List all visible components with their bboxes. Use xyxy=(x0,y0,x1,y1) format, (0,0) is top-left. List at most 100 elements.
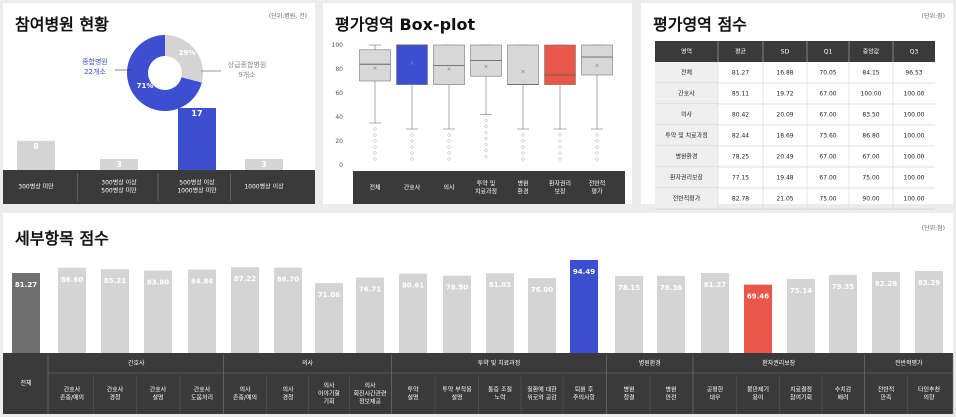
bar xyxy=(615,276,643,353)
category-label: 의사 xyxy=(282,386,294,394)
outlier-point xyxy=(521,133,525,137)
y-tick-label: 100 xyxy=(332,42,344,49)
bar-value-label: 79.35 xyxy=(832,283,854,291)
outlier-point xyxy=(484,119,488,123)
table-cell: 73.60 xyxy=(819,133,836,140)
category-label: 불만제기 xyxy=(747,386,769,394)
table-cell: 84.15 xyxy=(862,70,879,77)
category-label: 간호사 xyxy=(64,386,81,394)
table-cell: 75.00 xyxy=(862,175,879,182)
outlier-point xyxy=(447,133,451,137)
bar-value-label: 83.29 xyxy=(918,279,940,287)
category-label: 설명 xyxy=(407,394,418,402)
table-cell: 100.00 xyxy=(904,196,925,203)
outlier-point xyxy=(595,133,599,137)
bar xyxy=(188,269,216,353)
outlier-point xyxy=(447,157,451,161)
score-table-title: 평가영역 점수 xyxy=(653,15,747,34)
table-cell: 75.00 xyxy=(819,196,836,203)
outlier-point xyxy=(521,139,525,143)
category-label: 위로와 공감 xyxy=(527,394,557,402)
bar-value-label: 78.15 xyxy=(618,284,640,292)
table-row-label: 전반적평가 xyxy=(673,195,701,203)
table-cell: 19.48 xyxy=(776,175,793,182)
category-label: 설명 xyxy=(451,394,462,402)
table-cell: 78.25 xyxy=(732,154,749,161)
bar xyxy=(701,273,729,353)
bar-value-label: 81.27 xyxy=(704,281,726,289)
category-label: 전반적 xyxy=(878,386,895,394)
category-label: 대우 xyxy=(709,394,721,402)
table-cell: 85.11 xyxy=(732,91,749,98)
category-label: 평가 xyxy=(591,188,603,196)
outlier-point xyxy=(521,157,525,161)
table-cell: 67.00 xyxy=(819,91,836,98)
outlier-point xyxy=(373,139,377,143)
detail-unit: (단위:점) xyxy=(921,225,945,232)
category-label: 투약 및 xyxy=(477,180,496,188)
table-cell: 83.50 xyxy=(862,112,879,119)
bar-value-label: 3 xyxy=(261,160,267,169)
table-cell: 90.00 xyxy=(862,196,879,203)
category-label: 전반적 xyxy=(589,180,606,188)
category-label: 안전 xyxy=(665,394,676,402)
table-cell: 67.00 xyxy=(819,154,836,161)
bar-value-label: 85.21 xyxy=(104,277,126,285)
table-header-bg xyxy=(655,41,935,62)
category-label: 기회 xyxy=(323,398,334,406)
table-row-label-bg xyxy=(655,104,718,125)
table-cell: 67.00 xyxy=(862,154,879,161)
bar-value-label: 86.60 xyxy=(61,276,83,284)
table-cell: 81.27 xyxy=(732,70,749,77)
bar-value-label: 17 xyxy=(191,109,202,118)
bar-value-label: 87.22 xyxy=(234,275,256,283)
outlier-point xyxy=(595,157,599,161)
bar xyxy=(744,284,772,353)
y-tick-label: 0 xyxy=(339,162,343,169)
category-label: 투약 부작용 xyxy=(442,386,472,394)
hospital-panel: 참여병원 현황 (단위:병원, 건) 8 300병상 미만 3 300병상 이상 500… xyxy=(3,3,315,204)
box xyxy=(433,44,465,85)
donut-slice xyxy=(165,35,203,83)
bar xyxy=(12,273,40,353)
outlier-point xyxy=(558,139,562,143)
category-strip xyxy=(3,170,315,204)
outlier-point xyxy=(595,139,599,143)
mean-marker: × xyxy=(409,60,414,67)
group-label: 간호사 xyxy=(128,359,145,367)
bar-value-label: 71.06 xyxy=(318,291,340,299)
boxplot-title: 평가영역 Box-plot xyxy=(335,15,476,34)
category-label: 의향 xyxy=(923,394,935,402)
category-label: 의사 xyxy=(239,386,251,394)
bar-value-label: 86.70 xyxy=(277,276,299,284)
bar-value-label: 82.28 xyxy=(875,280,897,288)
outlier-point xyxy=(447,139,451,143)
table-row-label-bg xyxy=(655,62,718,83)
bar xyxy=(443,275,471,353)
category-strip xyxy=(353,171,625,204)
outlier-point xyxy=(521,145,525,149)
table-cell: 86.80 xyxy=(862,133,879,140)
bar-value-label: 94.49 xyxy=(573,268,595,276)
category-label: 의사 xyxy=(364,382,376,390)
donut-slice xyxy=(126,35,202,111)
table-cell: 80.42 xyxy=(732,112,749,119)
table-cell: 100.00 xyxy=(904,91,925,98)
table-cell: 20.49 xyxy=(776,154,793,161)
score-table-panel: 평가영역 점수 (단위:점) 영역 평균 SD Q1 중앙값 Q3 전체 81.27 16.88… xyxy=(641,3,953,210)
outlier-point xyxy=(373,127,377,131)
table-cell: 19.72 xyxy=(776,91,793,98)
bar xyxy=(829,274,857,353)
category-label: 병원 xyxy=(623,386,634,394)
slice-pct-label: 71% xyxy=(137,82,154,90)
table-row-label: 의사 xyxy=(681,111,693,119)
table-header-cell: 중앙값 xyxy=(863,48,880,56)
outlier-point xyxy=(447,151,451,155)
bar xyxy=(570,260,598,353)
bar-value-label: 3 xyxy=(116,160,122,169)
table-row-label: 환자권리보장 xyxy=(670,174,704,182)
category-label: 만족 xyxy=(880,394,892,402)
bar-value-label: 78.36 xyxy=(660,284,682,292)
group-label: 투약 및 치료과정 xyxy=(478,359,520,367)
category-label: 타인추천 xyxy=(918,386,940,394)
